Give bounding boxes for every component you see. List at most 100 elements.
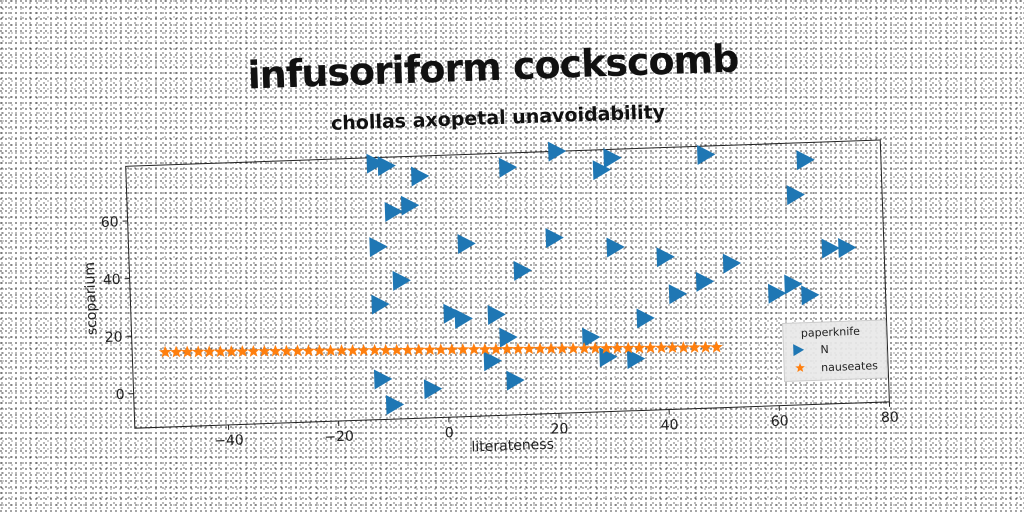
chart-title: infusoriform cockscomb bbox=[247, 36, 739, 97]
x-axis: −40 −20 0 20 40 60 80 bbox=[214, 401, 899, 449]
scatter-point-nauseates bbox=[291, 344, 304, 357]
scatter-point-n bbox=[483, 351, 502, 372]
scatter-point-nauseates bbox=[335, 344, 348, 357]
y-axis-label: scoparium bbox=[82, 262, 101, 336]
scatter-point-nauseates bbox=[666, 341, 679, 354]
legend-title: paperknife bbox=[801, 325, 861, 340]
scatter-point-n bbox=[457, 234, 476, 255]
scatter-point-nauseates bbox=[258, 344, 271, 357]
x-tick-label: −40 bbox=[214, 432, 244, 449]
scatter-point-nauseates bbox=[688, 341, 701, 353]
scatter-point-nauseates bbox=[379, 343, 392, 356]
scatter-point-n bbox=[636, 308, 655, 329]
scatter-point-nauseates bbox=[622, 341, 635, 354]
plot-area: −40 −20 0 20 40 60 80 0 20 40 60 literateness sco… bbox=[82, 139, 899, 456]
scatter-point-n bbox=[547, 141, 567, 162]
scatter-point-n bbox=[385, 395, 405, 415]
scatter-point-nauseates bbox=[566, 342, 580, 355]
scatter-point-n bbox=[592, 160, 612, 181]
scatter-point-n bbox=[606, 237, 625, 258]
scatter-point-n bbox=[784, 274, 803, 295]
scatter-point-n bbox=[821, 238, 840, 259]
scatter-point-nauseates bbox=[159, 345, 172, 358]
scatter-point-nauseates bbox=[269, 344, 282, 357]
x-tick-label: 20 bbox=[550, 421, 568, 438]
data-marks bbox=[159, 141, 857, 415]
chart-subtitle: chollas axopetal unavoidability bbox=[331, 101, 666, 135]
scatter-point-nauseates bbox=[611, 341, 624, 354]
scatter-point-nauseates bbox=[522, 342, 536, 355]
scatter-point-nauseates bbox=[544, 342, 558, 355]
x-axis-label: literateness bbox=[471, 437, 554, 456]
scatter-point-n bbox=[767, 283, 787, 304]
scatter-point-nauseates bbox=[346, 344, 359, 356]
x-tick-label: −20 bbox=[324, 429, 354, 446]
scatter-point-nauseates bbox=[655, 341, 668, 354]
scatter-point-n bbox=[838, 238, 857, 259]
scatter-point-n bbox=[582, 327, 601, 348]
x-tick-label: 60 bbox=[771, 413, 789, 430]
scatter-point-n bbox=[443, 303, 462, 324]
scatter-point-nauseates bbox=[644, 341, 657, 354]
scatter-point-nauseates bbox=[203, 345, 216, 358]
y-tick-label: 40 bbox=[103, 272, 121, 289]
scatter-point-n bbox=[454, 309, 473, 330]
scatter-point-nauseates bbox=[699, 340, 712, 353]
scatter-point-n bbox=[373, 369, 393, 390]
scatter-point-nauseates bbox=[710, 340, 723, 353]
scatter-point-nauseates bbox=[225, 345, 238, 358]
scatter-point-nauseates bbox=[423, 343, 436, 356]
scatter-point-n bbox=[513, 260, 532, 281]
scatter-point-n bbox=[392, 270, 411, 291]
scatter-point-n bbox=[545, 228, 564, 249]
scatter-point-n bbox=[499, 327, 518, 348]
legend-label-n: N bbox=[820, 343, 829, 356]
y-tick-label: 20 bbox=[105, 329, 123, 346]
scatter-point-n bbox=[796, 150, 815, 171]
scatter-point-n bbox=[400, 195, 420, 216]
y-tick-label: 60 bbox=[101, 214, 119, 231]
legend-box bbox=[782, 319, 889, 382]
scatter-point-nauseates bbox=[511, 342, 525, 355]
scatter-point-nauseates bbox=[600, 341, 613, 354]
scatter-point-nauseates bbox=[181, 345, 194, 358]
scatter-point-n bbox=[668, 284, 688, 305]
x-tick-label: 40 bbox=[660, 417, 678, 434]
scatter-point-n bbox=[377, 156, 396, 177]
scatter-point-n bbox=[696, 145, 716, 166]
scatter-point-nauseates bbox=[677, 341, 690, 354]
scatter-point-nauseates bbox=[280, 344, 293, 357]
y-tick-label: 0 bbox=[115, 387, 124, 403]
scatter-point-nauseates bbox=[467, 343, 481, 355]
scatter-point-n bbox=[384, 202, 403, 223]
scatter-point-nauseates bbox=[170, 345, 183, 358]
scatter-point-n bbox=[498, 157, 518, 178]
scatter-point-n bbox=[786, 185, 805, 206]
scatter-point-nauseates bbox=[247, 344, 260, 357]
scatter-point-nauseates bbox=[390, 343, 403, 356]
scatter-point-n bbox=[369, 237, 388, 258]
scatter-point-nauseates bbox=[313, 344, 326, 357]
scatter-point-n bbox=[410, 166, 430, 187]
scatter-point-nauseates bbox=[633, 341, 646, 354]
scatter-point-nauseates bbox=[324, 344, 337, 357]
scatter-point-nauseates bbox=[412, 343, 425, 356]
scatter-point-n bbox=[366, 153, 385, 174]
y-axis: 0 20 40 60 bbox=[101, 214, 134, 403]
scatter-point-nauseates bbox=[533, 342, 547, 355]
scatter-point-nauseates bbox=[214, 345, 227, 358]
scatter-point-n bbox=[487, 305, 506, 326]
scatter-point-n bbox=[801, 285, 820, 306]
scatter-point-nauseates bbox=[555, 342, 569, 355]
scatter-point-nauseates bbox=[192, 345, 205, 358]
scatter-point-nauseates bbox=[368, 343, 381, 356]
scatter-point-nauseates bbox=[434, 343, 448, 356]
scatter-point-n bbox=[656, 247, 675, 268]
scatter-point-nauseates bbox=[589, 341, 602, 354]
scatter-point-n bbox=[371, 294, 390, 315]
scatter-point-nauseates bbox=[577, 342, 591, 354]
scatter-point-nauseates bbox=[357, 343, 370, 356]
scatter-point-n bbox=[506, 370, 525, 391]
scatter-point-n bbox=[423, 379, 443, 400]
